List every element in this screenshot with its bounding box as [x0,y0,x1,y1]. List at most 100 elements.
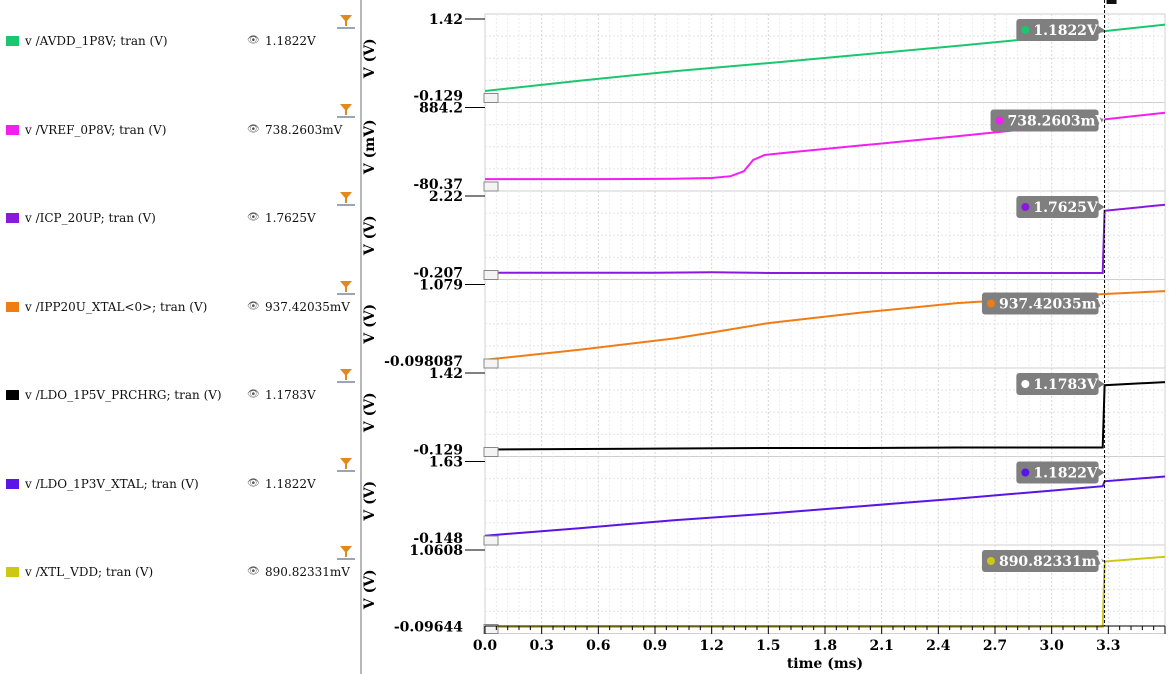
cursor-tooltip-pointer [1098,557,1105,565]
x-tick-label: 1.5 [756,638,780,654]
y-axis-title: V (V) [362,38,378,79]
legend-item[interactable]: v /LDO_1P3V_XTAL; tran (V) 👁 1.1822V [0,443,358,533]
cursor-tooltip-pointer [1098,116,1105,125]
y-min-label: -0.129 [413,443,463,459]
y-min-label: -0.098087 [384,354,463,370]
x-tick-label: 0.0 [473,638,498,654]
cursor-tooltip [1016,19,1099,41]
x-tick-label: 1.8 [813,638,837,654]
legend-signal-name: v /LDO_1P5V_PRCHRG; tran (V) [25,388,222,402]
panel-divider[interactable] [360,0,362,674]
x-tick-label: 0.9 [643,638,667,654]
tooltip-color-dot [1021,468,1030,477]
trace-marker [483,93,499,103]
filter-funnel-icon[interactable] [337,191,355,207]
tooltip-color-dot [1021,203,1030,211]
y-min-label: -0.207 [413,266,463,282]
y-max-label: 2.22 [429,189,463,205]
filter-funnel-icon[interactable] [337,280,355,296]
tooltip-color-dot [1021,380,1030,388]
legend-item[interactable]: v /LDO_1P5V_PRCHRG; tran (V) 👁 1.1783V [0,354,358,444]
y-min-label: -0.09644 [394,620,463,636]
y-axis-title: V (V) [362,392,378,433]
x-axis-title: time (ms) [787,656,863,672]
x-tick-label: 3.3 [1096,638,1120,654]
y-max-label: 1.079 [419,278,463,294]
legend-item[interactable]: v /VREF_0P8V; tran (V) 👁 738.2603mV [0,89,358,179]
legend-signal-value: 1.1822V [265,476,316,491]
y-axis-title: V (V) [362,215,378,256]
trace-marker [483,181,499,192]
legend-color-swatch [6,301,19,312]
eye-icon[interactable]: 👁 [247,566,260,577]
legend-item[interactable]: v /ICP_20UP; tran (V) 👁 1.7625V [0,177,358,267]
eye-icon[interactable]: 👁 [247,212,260,223]
cursor-tooltip [1016,461,1099,484]
x-tick-label: 2.7 [983,638,1007,654]
x-tick-label: 0.6 [586,638,610,654]
y-min-label: -80.37 [413,177,463,193]
trace-marker [483,358,499,369]
x-tick-label: 2.1 [869,638,893,654]
series-line [484,475,1166,537]
y-max-label: 1.63 [429,455,463,471]
filter-funnel-icon[interactable] [337,14,355,30]
cursor-value-label: 1.1822V [1033,466,1099,482]
cursor-value-label: 1.1822V [1033,23,1099,39]
legend-signal-name: v /ICP_20UP; tran (V) [25,211,156,225]
y-axis-title: V (mV) [362,119,378,175]
legend-color-swatch [6,567,19,577]
legend-signal-name: v /IPP20U_XTAL<0>; tran (V) [25,299,208,314]
trace-marker [483,270,499,280]
legend-panel: v /AVDD_1P8V; tran (V) 👁 1.1822V v /VREF_0P… [0,0,362,674]
cursor-tooltip-pointer [1098,203,1105,211]
eye-icon[interactable]: 👁 [247,389,260,400]
legend-color-swatch [6,213,19,223]
x-tick-label: 1.2 [699,638,723,654]
cursor-tooltip-pointer [1098,26,1105,34]
x-tick-label: 2.4 [926,638,951,654]
y-min-label: -0.129 [413,89,463,105]
eye-icon[interactable]: 👁 [247,300,260,312]
cursor-tooltip-pointer [1098,299,1105,308]
x-tick-label: 0.3 [529,638,553,654]
legend-signal-name: v /XTL_VDD; tran (V) [25,565,154,579]
filter-funnel-icon[interactable] [337,368,355,384]
y-max-label: 1.42 [429,366,463,382]
x-tick-label: 3.0 [1039,638,1064,654]
filter-funnel-icon[interactable] [337,545,355,561]
legend-color-swatch [6,124,19,135]
cursor-value-label: 937.42035mV [999,297,1109,313]
y-max-label: 884.2 [419,101,463,117]
legend-signal-value: 937.42035mV [265,299,350,314]
trace-marker [483,447,499,457]
legend-color-swatch [6,390,19,400]
cursor-tooltip [981,550,1099,572]
legend-signal-value: 1.7625V [265,211,316,225]
eye-icon[interactable]: 👁 [247,123,260,135]
legend-item[interactable]: v /XTL_VDD; tran (V) 👁 890.82331mV [0,531,358,621]
cursor-tooltip [990,109,1099,132]
legend-signal-name: v /LDO_1P3V_XTAL; tran (V) [25,476,199,491]
eye-icon[interactable]: 👁 [247,477,260,489]
cursor-value-label: 890.82331mV [999,554,1109,570]
series-line [484,381,1166,451]
legend-item[interactable]: v /AVDD_1P8V; tran (V) 👁 1.1822V [0,0,358,90]
legend-signal-value: 1.1783V [265,388,316,402]
legend-color-swatch [6,478,19,489]
trace-marker [483,624,499,634]
y-axis-title: V (V) [362,481,378,522]
cursor-tooltip [981,292,1099,315]
cursor-value-label: 1.1783V [1033,377,1099,393]
legend-item[interactable]: v /IPP20U_XTAL<0>; tran (V) 👁 937.42035mV [0,266,358,356]
filter-funnel-icon[interactable] [337,103,355,119]
tooltip-color-dot [1021,26,1030,34]
y-max-label: 1.42 [429,12,463,28]
tooltip-color-dot [986,557,995,565]
eye-icon[interactable]: 👁 [247,35,260,46]
filter-funnel-icon[interactable] [337,457,355,473]
cursor-value-label: 1.7625V [1033,200,1099,216]
cursor-tooltip [1016,373,1099,395]
cursor-value-label: 738.2603mV [1008,114,1108,130]
legend-signal-value: 1.1822V [265,34,316,48]
